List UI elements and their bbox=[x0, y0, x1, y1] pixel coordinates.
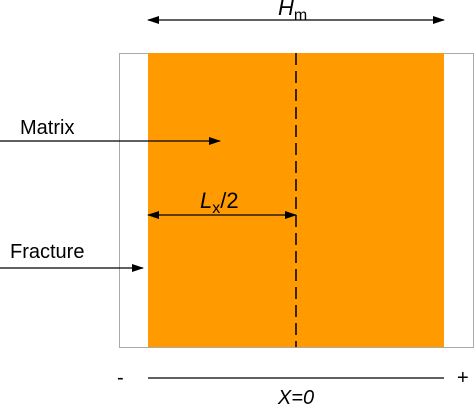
width-sub: m bbox=[294, 7, 307, 24]
half-length-suffix: /2 bbox=[220, 188, 238, 213]
axis-origin: X=0 bbox=[277, 387, 314, 409]
width-label: Hm bbox=[278, 0, 307, 24]
half-length-main: L bbox=[200, 188, 212, 213]
half-length-label: Lx/2 bbox=[200, 188, 239, 217]
width-main: H bbox=[278, 0, 294, 20]
axis-minus: - bbox=[117, 367, 124, 389]
axis-plus: + bbox=[457, 367, 469, 389]
half-length-sub: x bbox=[212, 200, 220, 217]
matrix-label: Matrix bbox=[20, 117, 74, 139]
fracture-label: Fracture bbox=[10, 241, 84, 263]
